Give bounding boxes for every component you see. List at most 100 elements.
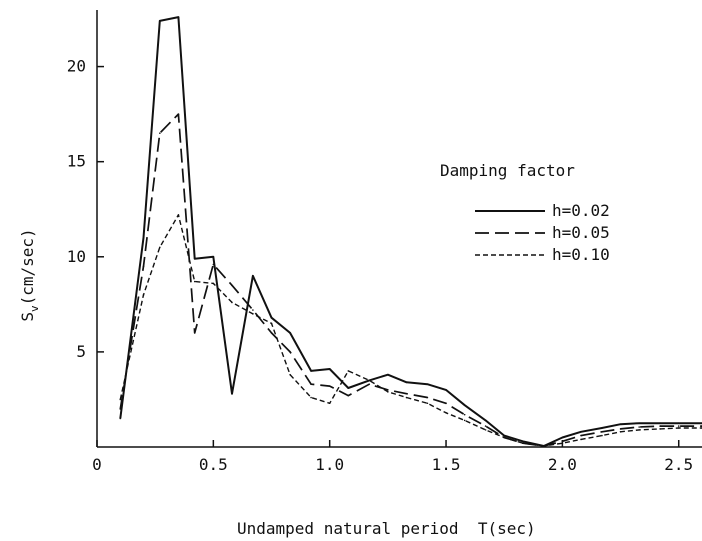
- data-point: [368, 379, 371, 382]
- data-point: [142, 236, 145, 239]
- data-point: [159, 132, 161, 134]
- data-point: [193, 332, 196, 334]
- x-tick-label: 2.5: [664, 455, 693, 474]
- data-point: [659, 422, 661, 425]
- data-point: [426, 396, 429, 399]
- data-point: [193, 280, 196, 283]
- y-tick-label: 15: [67, 152, 86, 171]
- data-point: [252, 309, 254, 311]
- data-point: [619, 428, 622, 430]
- data-point: [522, 440, 524, 443]
- data-point: [328, 402, 331, 405]
- data-point: [310, 396, 312, 399]
- data-point: [677, 422, 680, 425]
- y-tick-label: 20: [67, 57, 86, 76]
- data-point: [580, 434, 582, 437]
- data-point: [463, 419, 466, 422]
- data-point: [638, 422, 640, 425]
- data-point: [601, 427, 603, 429]
- data-point: [522, 442, 524, 444]
- data-point: [270, 322, 273, 325]
- data-point: [601, 430, 603, 433]
- series-line: [119, 16, 702, 447]
- y-ticks: 5 10 15 20: [67, 57, 104, 361]
- data-point: [542, 445, 545, 447]
- data-point: [405, 392, 408, 395]
- x-axis-title: Undamped natural period T(sec): [237, 519, 536, 538]
- data-point: [484, 419, 487, 422]
- data-point: [119, 398, 122, 401]
- series-h=0.05: [119, 113, 702, 447]
- data-point: [677, 425, 680, 427]
- data-point: [252, 275, 254, 277]
- data-point: [503, 434, 506, 437]
- data-point: [601, 434, 603, 437]
- data-point: [677, 427, 680, 429]
- data-point: [659, 428, 661, 430]
- data-point: [561, 442, 564, 444]
- data-point: [328, 368, 331, 370]
- data-point: [484, 429, 487, 431]
- y-axis-title-sub: v: [28, 305, 41, 312]
- data-point: [231, 392, 233, 395]
- series-h=0.02: [119, 16, 702, 447]
- legend-label: h=0.02: [552, 201, 610, 220]
- data-point: [580, 430, 582, 433]
- data-point: [159, 246, 161, 249]
- data-point: [484, 425, 487, 427]
- data-point: [289, 373, 291, 376]
- data-point: [328, 385, 331, 387]
- data-point: [270, 332, 273, 334]
- y-axis-title-main: S: [18, 312, 37, 322]
- series-line: [119, 113, 702, 447]
- data-point: [177, 16, 180, 18]
- data-point: [212, 263, 215, 266]
- series-line: [119, 214, 702, 447]
- data-point: [503, 436, 506, 439]
- data-point: [142, 294, 145, 296]
- data-point: [405, 381, 408, 384]
- data-point: [426, 402, 429, 405]
- data-point: [159, 20, 161, 22]
- data-point: [347, 370, 350, 372]
- x-tick-label: 2.0: [548, 455, 577, 474]
- x-tick-label: 1.5: [432, 455, 461, 474]
- legend-label: h=0.05: [552, 223, 610, 242]
- y-tick-label: 10: [67, 247, 86, 266]
- data-point: [270, 316, 273, 319]
- axes: [96, 10, 702, 448]
- x-tick-label: 1.0: [315, 455, 344, 474]
- data-point: [193, 257, 196, 260]
- x-ticks: 0 0.5 1.0 1.5 2.0 2.5: [92, 440, 693, 474]
- data-point: [142, 265, 145, 268]
- data-point: [252, 313, 254, 315]
- data-point: [177, 113, 180, 115]
- data-point: [445, 402, 447, 405]
- x-tick-label: 0.5: [199, 455, 228, 474]
- data-point: [231, 284, 233, 287]
- data-point: [445, 411, 447, 414]
- legend-title: Damping factor: [440, 161, 575, 180]
- data-point: [310, 370, 312, 372]
- data-point: [659, 425, 661, 427]
- data-point: [119, 417, 122, 420]
- data-point: [561, 436, 564, 439]
- series-h=0.10: [119, 214, 702, 447]
- data-point: [561, 440, 564, 443]
- data-point: [212, 255, 215, 258]
- x-tick-label: 0: [92, 455, 102, 474]
- data-point: [212, 282, 215, 285]
- data-point: [387, 389, 389, 391]
- data-point: [347, 387, 350, 389]
- data-point: [426, 383, 429, 386]
- data-point: [177, 214, 180, 216]
- data-point: [463, 404, 466, 406]
- data-point: [580, 438, 582, 441]
- data-point: [619, 430, 622, 433]
- data-point: [387, 373, 389, 376]
- y-axis-title-unit: (cm/sec): [18, 228, 37, 305]
- y-tick-label: 5: [76, 342, 86, 361]
- data-point: [405, 396, 408, 399]
- y-axis-title: Sv(cm/sec): [18, 228, 41, 321]
